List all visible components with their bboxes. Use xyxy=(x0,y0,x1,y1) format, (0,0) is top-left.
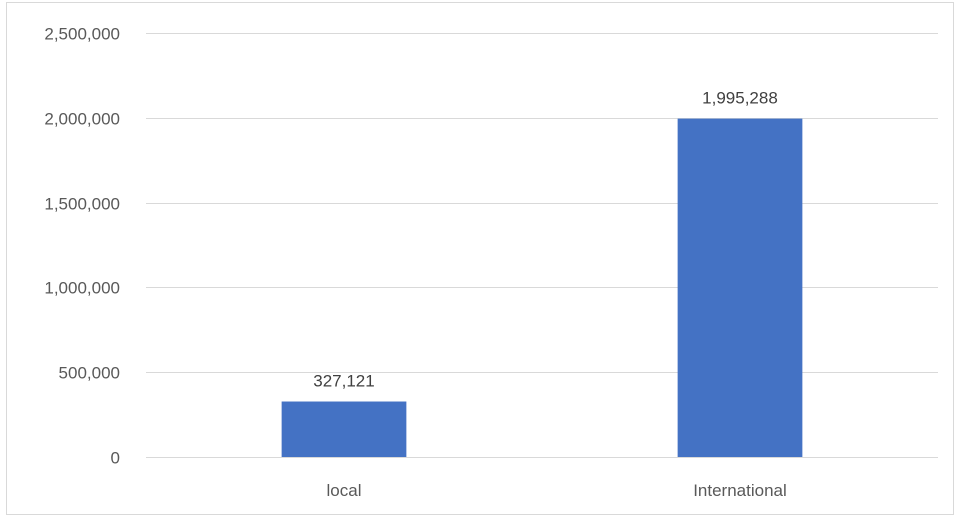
y-tick-label: 2,000,000 xyxy=(44,110,120,129)
y-tick-label: 1,500,000 xyxy=(44,195,120,214)
x-category-label: International xyxy=(693,481,787,500)
y-tick-label: 1,000,000 xyxy=(44,279,120,298)
bar xyxy=(677,118,803,457)
y-tick-label: 0 xyxy=(111,449,120,468)
y-tick-label: 500,000 xyxy=(59,364,120,383)
x-axis-category-labels: local International xyxy=(327,481,787,500)
y-tick-label: 2,500,000 xyxy=(44,25,120,44)
data-labels: 327,121 1,995,288 xyxy=(313,89,778,391)
data-label: 1,995,288 xyxy=(702,89,778,108)
x-category-label: local xyxy=(327,481,362,500)
bars xyxy=(281,118,803,457)
bar xyxy=(281,401,407,457)
y-axis-tick-labels: 0 500,000 1,000,000 1,500,000 2,000,000 2,500… xyxy=(44,25,120,468)
gridlines xyxy=(146,33,938,458)
data-label: 327,121 xyxy=(313,372,374,391)
